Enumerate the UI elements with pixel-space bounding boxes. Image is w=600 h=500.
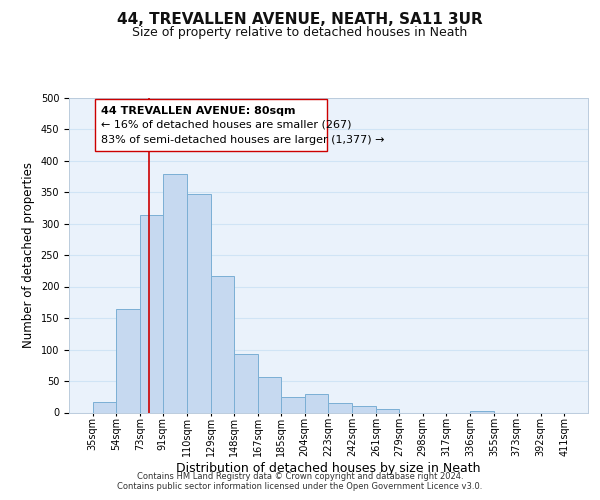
Text: 44 TREVALLEN AVENUE: 80sqm: 44 TREVALLEN AVENUE: 80sqm: [101, 106, 296, 117]
Bar: [376, 408, 399, 412]
FancyBboxPatch shape: [95, 100, 327, 151]
Bar: [163, 174, 187, 412]
Text: ← 16% of detached houses are smaller (267): ← 16% of detached houses are smaller (26…: [101, 120, 352, 130]
Bar: [352, 406, 376, 412]
Bar: [305, 394, 329, 412]
Bar: [116, 308, 140, 412]
Text: 44, TREVALLEN AVENUE, NEATH, SA11 3UR: 44, TREVALLEN AVENUE, NEATH, SA11 3UR: [117, 12, 483, 28]
Bar: [92, 402, 116, 412]
Text: Size of property relative to detached houses in Neath: Size of property relative to detached ho…: [133, 26, 467, 39]
X-axis label: Distribution of detached houses by size in Neath: Distribution of detached houses by size …: [176, 462, 481, 474]
Bar: [258, 377, 281, 412]
Text: 83% of semi-detached houses are larger (1,377) →: 83% of semi-detached houses are larger (…: [101, 134, 385, 144]
Bar: [211, 276, 235, 412]
Bar: [329, 403, 352, 412]
Bar: [470, 411, 494, 412]
Text: Contains HM Land Registry data © Crown copyright and database right 2024.: Contains HM Land Registry data © Crown c…: [137, 472, 463, 481]
Bar: [281, 397, 305, 412]
Bar: [140, 216, 163, 412]
Bar: [235, 354, 258, 412]
Y-axis label: Number of detached properties: Number of detached properties: [22, 162, 35, 348]
Bar: [187, 194, 211, 412]
Text: Contains public sector information licensed under the Open Government Licence v3: Contains public sector information licen…: [118, 482, 482, 491]
